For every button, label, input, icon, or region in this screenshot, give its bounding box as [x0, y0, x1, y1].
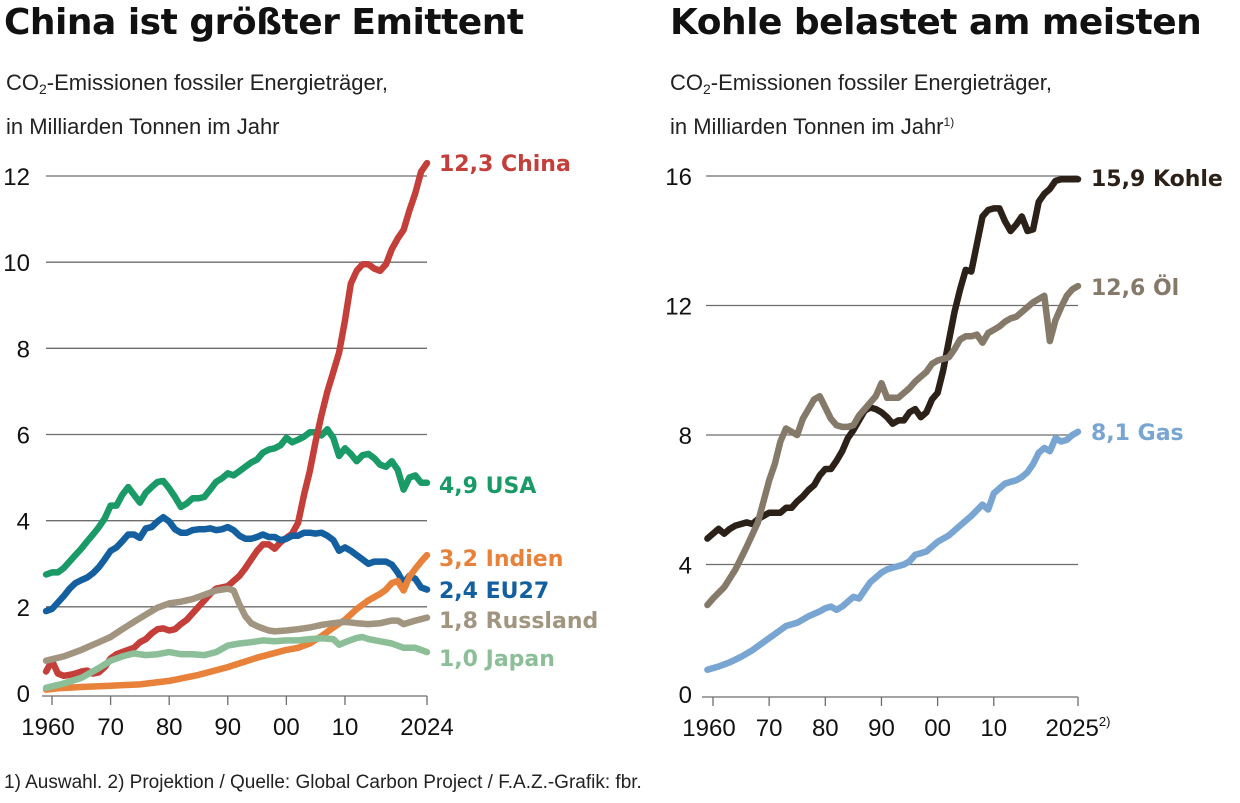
left-subtitle-co: CO [6, 70, 39, 95]
right-ytick-label: 12 [665, 294, 692, 321]
left-subtitle-line1: -Emissionen fossiler Energieträger, [46, 70, 388, 95]
left-series-usa [42, 426, 431, 578]
right-chart-title: Kohle belastet am meisten [670, 2, 1202, 43]
series-end-value: 4,9 [439, 474, 486, 499]
series-name: Öl [1153, 275, 1179, 301]
series-end-value: 8,1 [1091, 421, 1138, 446]
left-ytick-label: 12 [3, 164, 30, 191]
series-name: China [501, 152, 571, 177]
left-xtick-label: 2024 [400, 714, 453, 741]
right-series-kohle [704, 175, 1082, 542]
left-chart-subtitle: CO2-Emissionen fossiler Energieträger, i… [6, 66, 388, 143]
left-ytick-label: 6 [17, 423, 30, 450]
right-xtick-label: 00 [924, 715, 951, 742]
series-name: Indien [486, 547, 564, 572]
left-ytick-label: 2 [17, 595, 30, 622]
left-label-eu27: 2,4 EU27 [439, 579, 549, 604]
series-end-value: 15,9 [1091, 167, 1153, 192]
right-xtick-label: 1960 [682, 715, 735, 742]
right-label-kohle: 15,9 Kohle [1091, 167, 1223, 192]
left-series-japan [42, 633, 431, 692]
right-xtick-label: 20252) [1046, 714, 1111, 742]
left-xtick-label: 80 [156, 714, 183, 741]
left-ytick-label: 10 [3, 250, 30, 277]
series-name: EU27 [486, 579, 550, 604]
right-series-gas [704, 428, 1082, 673]
series-end-value: 3,2 [439, 547, 486, 572]
right-ytick-label: 8 [679, 423, 692, 450]
series-end-value: 1,8 [439, 609, 486, 634]
left-label-usa: 4,9 USA [439, 474, 536, 499]
right-chart: 0 4 8 12 16 1960 70 80 90 00 10 20252) 15,9 Kohle 12,… [665, 164, 1223, 742]
left-series-indien [42, 551, 431, 693]
right-xtick-label: 70 [756, 715, 783, 742]
left-subtitle-line2: in Milliarden Tonnen im Jahr [6, 114, 280, 139]
left-ytick-label: 4 [17, 509, 30, 536]
series-end-value: 12,3 [439, 152, 501, 177]
series-name: Japan [484, 647, 555, 672]
right-subtitle-line1: -Emissionen fossiler Energieträger, [710, 70, 1052, 95]
right-subtitle-co: CO [670, 70, 703, 95]
right-xtick-label: 10 [980, 715, 1007, 742]
right-xtick-label: 80 [812, 715, 839, 742]
series-end-value: 1,0 [439, 647, 486, 672]
left-xtick-label: 1960 [21, 714, 74, 741]
right-series-öl [704, 282, 1082, 609]
series-name: USA [486, 474, 537, 499]
left-label-indien: 3,2 Indien [439, 547, 563, 572]
right-ytick-label: 4 [679, 553, 692, 580]
right-subtitle-footnote: 1) [943, 115, 955, 129]
left-ytick-label: 0 [17, 681, 30, 708]
left-label-china: 12,3 China [439, 152, 571, 177]
right-subtitle-line2: in Milliarden Tonnen im Jahr [670, 114, 944, 139]
right-xtick-footnote: 2) [1099, 714, 1111, 729]
series-end-value: 2,4 [439, 579, 486, 604]
left-xtick-label: 90 [214, 714, 241, 741]
left-xtick-label: 70 [97, 714, 124, 741]
left-chart: 0 2 4 6 8 10 12 1960 70 80 90 00 10 2024 4,9 USA 12,3 C… [3, 152, 598, 741]
right-ytick-label: 16 [665, 164, 692, 191]
series-name: Kohle [1153, 167, 1223, 192]
series-end-value: 12,6 [1091, 276, 1153, 301]
left-xtick-label: 10 [332, 714, 359, 741]
right-xtick-label: 90 [868, 715, 895, 742]
left-ytick-label: 8 [17, 336, 30, 363]
left-xtick-label: 00 [273, 714, 300, 741]
left-label-japan: 1,0 Japan [439, 647, 555, 672]
left-chart-title: China ist größter Emittent [4, 2, 524, 43]
footer-source-note: 1) Auswahl. 2) Projektion / Quelle: Glob… [4, 772, 642, 793]
right-label-öl: 12,6 Öl [1091, 275, 1179, 301]
right-subtitle-subscript: 2 [703, 81, 711, 97]
left-series-eu27 [42, 513, 431, 615]
left-subtitle-subscript: 2 [39, 81, 47, 97]
left-series-russland [42, 585, 431, 664]
right-ytick-label: 0 [679, 682, 692, 709]
series-name: Gas [1138, 421, 1184, 446]
right-label-gas: 8,1 Gas [1091, 421, 1184, 446]
right-chart-subtitle: CO2-Emissionen fossiler Energieträger, i… [670, 66, 1052, 143]
left-label-russland: 1,8 Russland [439, 609, 598, 634]
series-name: Russland [486, 609, 599, 634]
